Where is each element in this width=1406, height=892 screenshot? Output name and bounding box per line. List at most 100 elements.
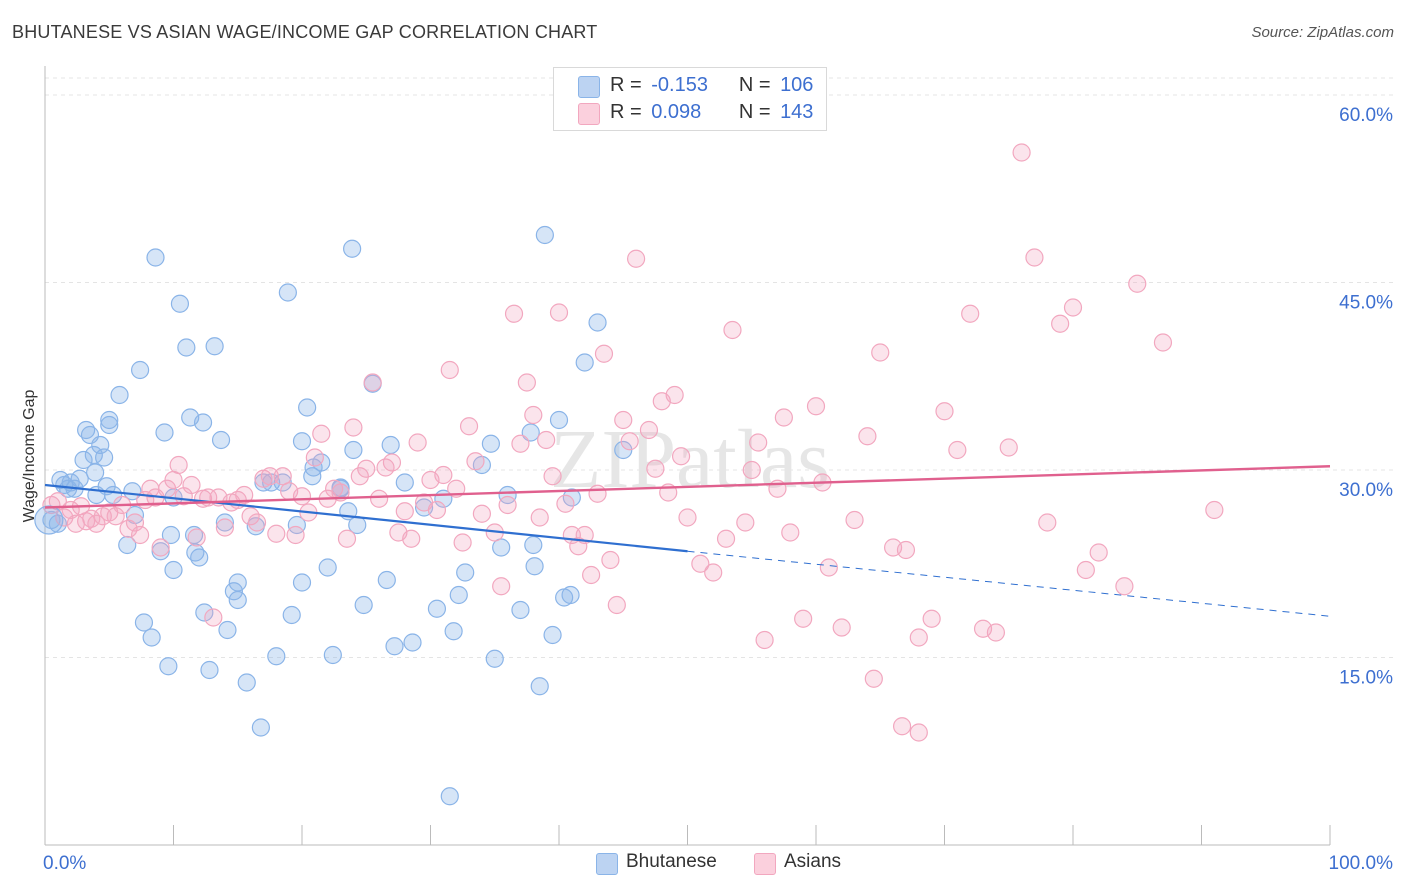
asians-point (472, 504, 491, 523)
bottom-legend-label: Bhutanese (626, 851, 717, 872)
asians-point (678, 508, 697, 527)
bhutanese-point (146, 248, 165, 267)
x-tick-label: 100.0% (1329, 853, 1394, 874)
bhutanese-point (211, 430, 231, 450)
bhutanese-swatch (578, 76, 600, 98)
bhutanese-point (251, 718, 270, 737)
asians-point (204, 608, 223, 627)
bhutanese-point (427, 599, 447, 618)
bhutanese-point (164, 560, 183, 580)
asians-point (601, 550, 620, 570)
asians-point (691, 554, 710, 573)
legend-r-value: -0.153 (651, 74, 708, 96)
asians-point (530, 508, 549, 527)
asians-point (182, 475, 201, 495)
bhutanese-point (498, 485, 517, 505)
asians-point (130, 525, 150, 545)
axis-labels: 15.0% 30.0% 45.0% 60.0% 0.0% 100.0% Wage/Incom… (21, 105, 1393, 874)
asians-point (665, 385, 684, 405)
bhutanese-trend-extension (687, 550, 1331, 617)
legend-box: R = -0.153 N = 106 R = 0.098 N = 143 (553, 67, 827, 131)
bhutanese-point (549, 410, 569, 430)
bhutanese-point (195, 603, 214, 622)
bhutanese-point (449, 585, 468, 605)
trend-lines (44, 465, 1331, 617)
bhutanese-point (177, 338, 196, 357)
asians-point (453, 533, 472, 552)
bhutanese-point (403, 633, 422, 652)
asians-point (646, 459, 665, 478)
asians-point (986, 623, 1006, 642)
y-tick-label: 30.0% (1339, 480, 1393, 501)
y-axis-label: Wage/Income Gap (21, 390, 38, 523)
asians-point (408, 433, 427, 452)
bhutanese-point (205, 337, 224, 356)
bhutanese-trend-line (44, 483, 688, 553)
asians-point (1205, 500, 1224, 520)
legend-n-label: N = (738, 101, 771, 123)
bhutanese-point (237, 673, 256, 692)
asians-point (909, 723, 928, 742)
bhutanese-point (184, 525, 204, 545)
bhutanese-point (303, 467, 322, 486)
bhutanese-point (323, 645, 342, 665)
asians-point (671, 447, 691, 466)
asians-point (370, 489, 389, 508)
asians-point (723, 320, 742, 340)
bhutanese-point (344, 440, 363, 460)
asians-point (524, 405, 543, 425)
asians-point (594, 344, 614, 363)
asians-point (273, 467, 292, 486)
asians-point (337, 529, 357, 548)
bhutanese-point (193, 413, 213, 432)
data-points (34, 143, 1224, 806)
asians-swatch (578, 103, 600, 125)
bhutanese-point (575, 353, 594, 372)
bhutanese-point (561, 585, 580, 605)
asians-point (286, 525, 305, 545)
asians-point (537, 430, 556, 450)
asians-point (106, 507, 125, 526)
bhutanese-point (343, 239, 362, 258)
asians-swatch (754, 853, 776, 875)
asians-point (569, 537, 588, 556)
bhutanese-point (74, 450, 93, 470)
bhutanese-point (86, 463, 105, 482)
bhutanese-point (228, 573, 247, 592)
bhutanese-point (110, 385, 129, 405)
asians-point (781, 523, 800, 542)
legend-r-label: R = (610, 101, 642, 123)
asians-point (1153, 333, 1173, 352)
bhutanese-point (228, 590, 247, 610)
asians-point (466, 452, 485, 471)
legend-n-value: 143 (780, 101, 814, 123)
asians-point (832, 618, 851, 637)
asians-point (292, 487, 312, 506)
asians-point (896, 540, 916, 560)
asians-point (1115, 577, 1134, 596)
asians-point (151, 538, 170, 557)
bhutanese-point (70, 469, 89, 488)
bhutanese-point (456, 563, 475, 582)
asians-point (922, 609, 941, 628)
asians-point (549, 303, 569, 322)
bottom-legend-label: Asians (784, 851, 842, 872)
asians-point (736, 513, 755, 532)
legend-n-value: 106 (780, 74, 814, 96)
asians-point (858, 427, 877, 446)
asians-point (620, 432, 639, 451)
bhutanese-point (588, 313, 607, 332)
y-tick-label: 60.0% (1339, 105, 1393, 126)
bhutanese-point (134, 613, 154, 632)
asians-point (492, 577, 511, 596)
asians-point (357, 459, 376, 478)
asians-point (999, 438, 1018, 457)
bhutanese-point (377, 570, 396, 590)
asians-point (819, 558, 838, 577)
asians-point (742, 460, 761, 480)
asians-point (774, 408, 793, 427)
bhutanese-point (525, 557, 544, 576)
asians-point (344, 418, 363, 437)
bhutanese-point (318, 558, 337, 577)
source-label: Source: ZipAtlas.com (1251, 24, 1394, 41)
